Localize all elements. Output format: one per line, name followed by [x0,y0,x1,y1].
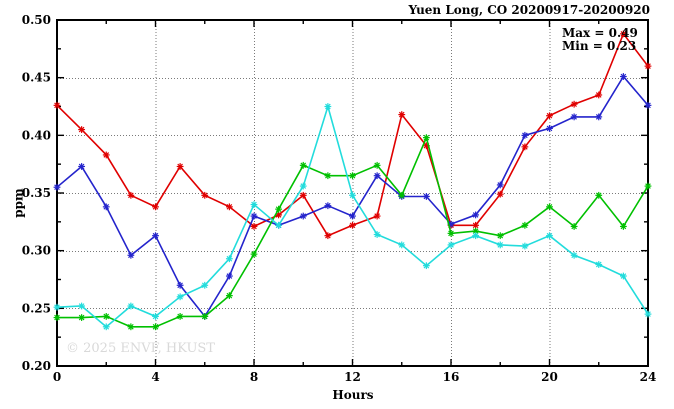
y-axis-label: ppm [11,188,26,218]
series-day1-red [53,30,652,240]
y-tick-label: 0.20 [22,359,51,373]
x-tick-label: 4 [151,370,159,384]
x-axis-label: Hours [332,388,374,402]
x-tick-label: 8 [250,370,258,384]
watermark: © 2025 ENVF, HKUST [66,341,215,356]
gridlines [57,20,648,366]
annotation-max: Max = 0.49 [562,26,638,40]
series-day1-red-markers [53,30,652,240]
plot-border [56,19,649,367]
annotation-min: Min = 0.23 [562,39,637,53]
series-day2-blue-markers [53,73,652,320]
chart-title: Yuen Long, CO 20200917-20200920 [408,3,650,17]
series-day4-cyan [53,103,652,331]
x-tick-label: 24 [640,370,657,384]
x-tick-label: 0 [53,370,61,384]
tick-labels: 0 4 8 12 16 20 24 0.20 0.25 0.30 0.35 0.40 0.45 0.50 [22,13,657,384]
y-tick-label: 0.30 [22,244,51,258]
y-tick-label: 0.45 [22,71,51,85]
x-tick-label: 16 [443,370,460,384]
y-tick-label: 0.35 [22,186,51,200]
x-tick-label: 12 [344,370,361,384]
y-tick-label: 0.40 [22,128,51,142]
series-day3-green [53,134,652,331]
series-day4-cyan-markers [53,103,652,331]
y-tick-label: 0.50 [22,13,51,27]
y-tick-label: 0.25 [22,301,51,315]
max-min-annotation: Max = 0.49 Min = 0.23 [562,27,638,53]
series-day3-green-markers [53,134,652,331]
x-tick-label: 20 [541,370,558,384]
series-day2-blue [53,73,652,320]
